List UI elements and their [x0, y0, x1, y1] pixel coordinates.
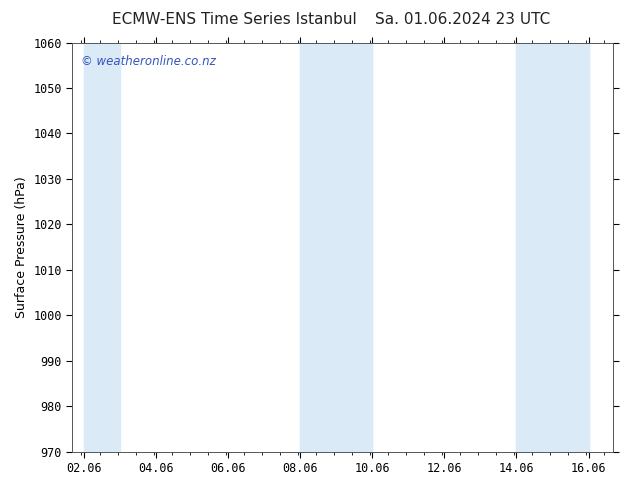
Bar	[517, 43, 552, 452]
Bar	[300, 43, 336, 452]
Text: © weatheronline.co.nz: © weatheronline.co.nz	[81, 55, 216, 68]
Bar	[552, 43, 588, 452]
Text: Sa. 01.06.2024 23 UTC: Sa. 01.06.2024 23 UTC	[375, 12, 550, 27]
Text: ECMW-ENS Time Series Istanbul: ECMW-ENS Time Series Istanbul	[112, 12, 357, 27]
Y-axis label: Surface Pressure (hPa): Surface Pressure (hPa)	[15, 176, 28, 318]
Bar	[84, 43, 120, 452]
Bar	[336, 43, 372, 452]
